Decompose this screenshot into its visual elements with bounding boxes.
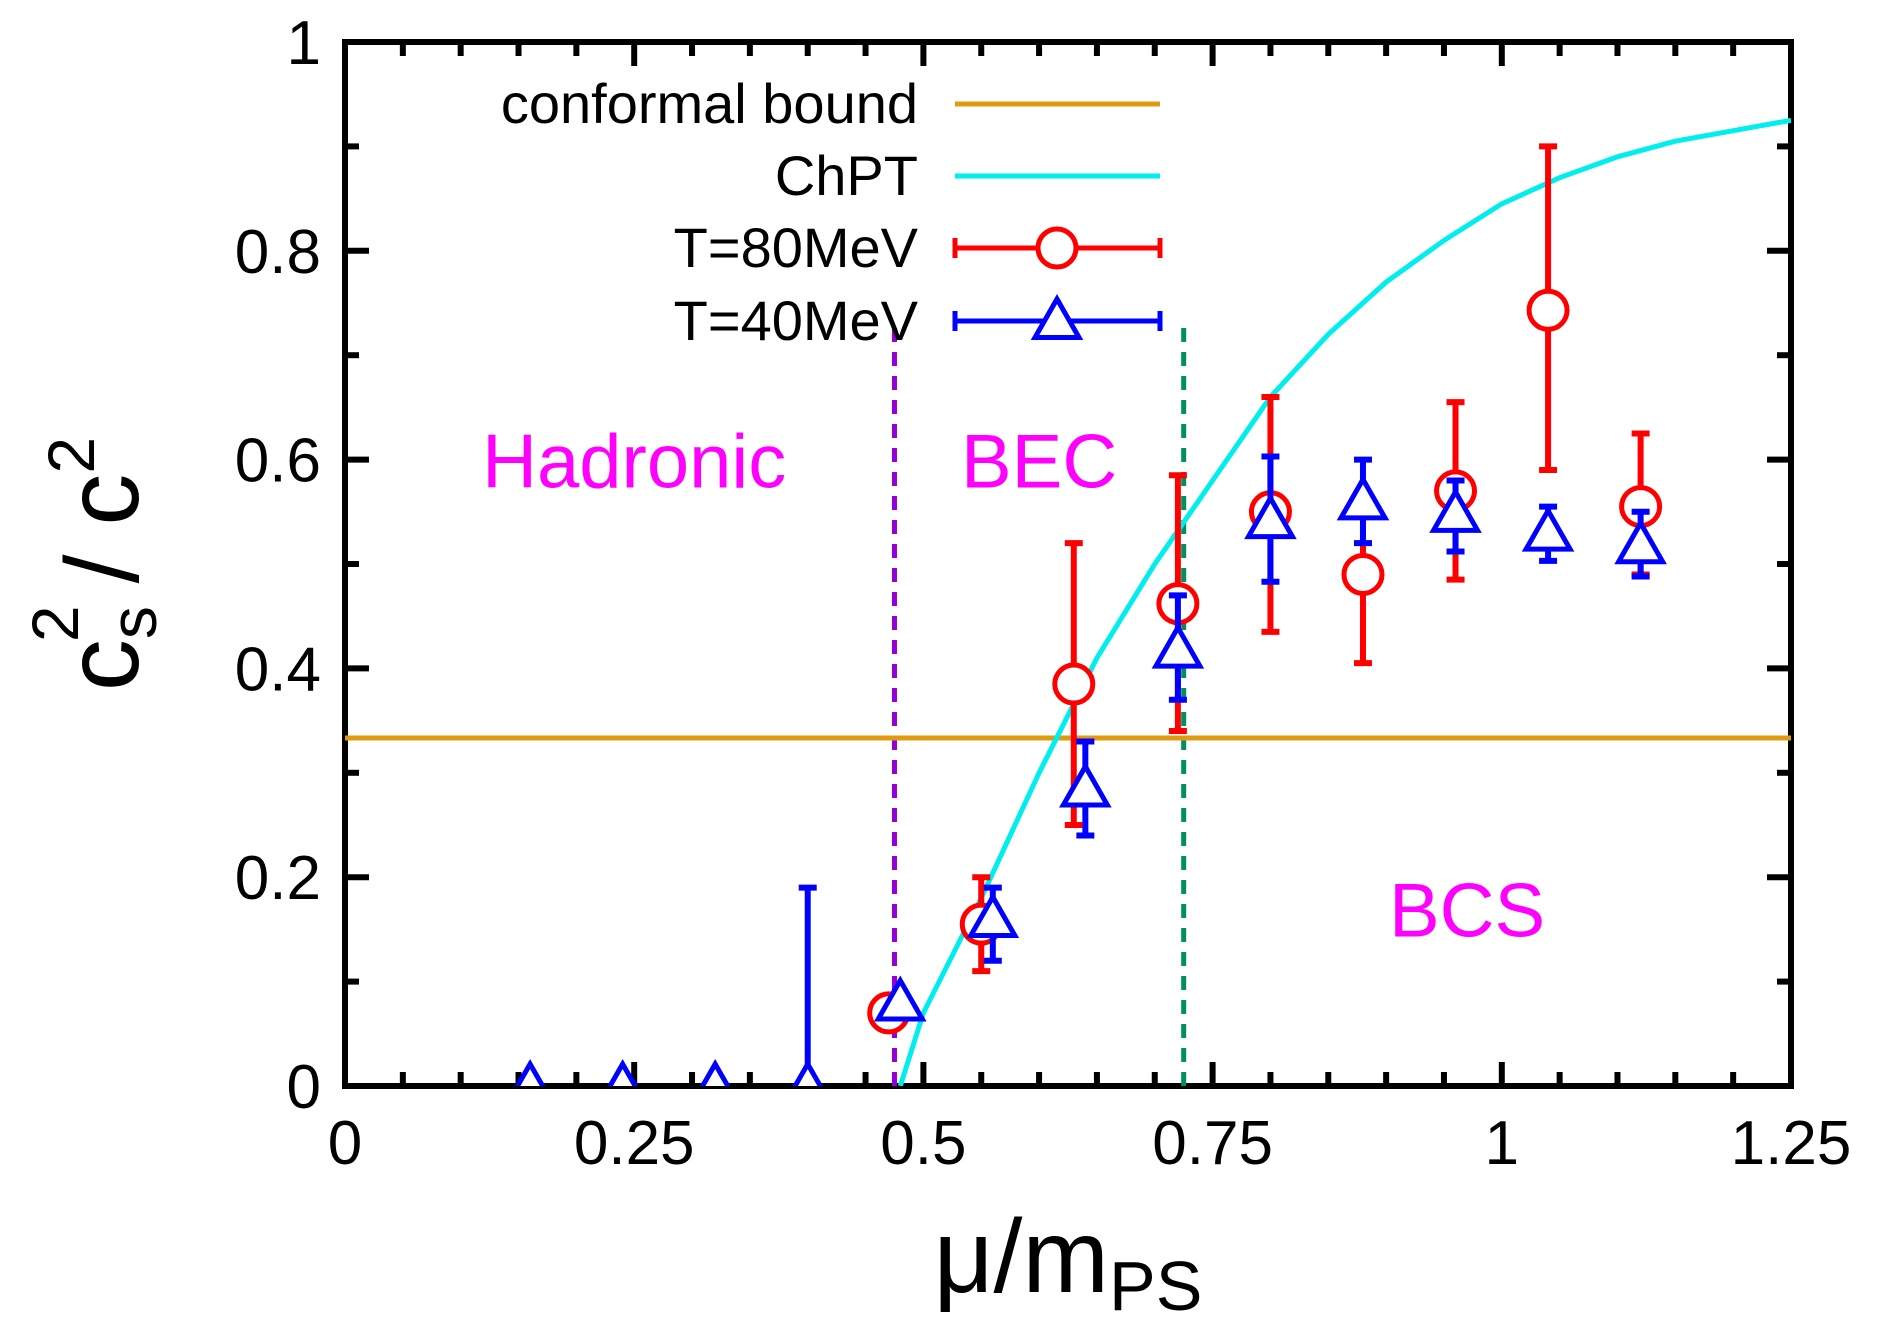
x-tick-label: 0.75 xyxy=(1152,1109,1273,1178)
x-axis-title: μ/mPS xyxy=(934,1199,1203,1325)
region-label-bec: BEC xyxy=(961,420,1117,505)
plot-frame xyxy=(342,39,1794,1089)
t40-point xyxy=(514,1058,546,1086)
y-tick-label: 0.6 xyxy=(235,427,321,496)
legend: conformal bound ChPT T=80MeV T=40MeV xyxy=(501,72,1163,352)
legend-circle-t80 xyxy=(1035,226,1079,270)
t80-point xyxy=(1526,288,1570,332)
axis-ticks xyxy=(342,39,1794,1089)
t40-point xyxy=(1244,493,1297,540)
legend-label-t80: T=80MeV xyxy=(674,216,919,279)
y-axis-title-div: / c xyxy=(45,474,161,584)
x-tick-label: 0.5 xyxy=(880,1109,966,1178)
x-tick-label: 0 xyxy=(328,1109,362,1178)
legend-triangle-t40 xyxy=(1030,293,1084,340)
t40-point xyxy=(699,1058,731,1086)
t40-point xyxy=(1059,761,1112,808)
t80-point xyxy=(1052,662,1096,706)
x-tick-labels: 0 0.25 0.5 0.75 1 1.25 xyxy=(328,1109,1852,1178)
legend-label-chpt: ChPT xyxy=(775,144,918,207)
t40-point xyxy=(1521,505,1575,552)
x-axis-title-sub: PS xyxy=(1109,1247,1202,1325)
t40-point xyxy=(1614,518,1667,565)
y-axis-title-base: c xyxy=(45,639,161,691)
t40-point xyxy=(873,975,927,1022)
region-label-bcs: BCS xyxy=(1389,869,1545,954)
t80-point xyxy=(1341,552,1385,596)
t40-point xyxy=(792,1058,824,1086)
legend-marker-t80 xyxy=(952,226,1163,270)
region-label-hadronic: Hadronic xyxy=(482,420,786,505)
y-axis-title: cs2/ c2 xyxy=(18,437,170,691)
y-tick-label: 0.4 xyxy=(235,635,321,704)
y-tick-labels: 0 0.2 0.4 0.6 0.8 1 xyxy=(235,9,321,1122)
y-axis-title-sub: s xyxy=(96,606,170,639)
x-tick-label: 1 xyxy=(1485,1109,1519,1178)
t40-point xyxy=(1429,486,1482,533)
t40-point xyxy=(1336,474,1390,521)
y-tick-label: 1 xyxy=(287,9,321,78)
t40-point xyxy=(607,1058,639,1086)
chpt-curve xyxy=(897,117,1791,1086)
y-axis-title-sup2: 2 xyxy=(34,437,108,474)
x-tick-label: 1.25 xyxy=(1731,1109,1852,1178)
y-tick-label: 0.2 xyxy=(235,844,321,913)
legend-marker-t40 xyxy=(952,293,1163,340)
region-divider-lines xyxy=(891,323,1187,1086)
y-tick-label: 0.8 xyxy=(235,218,321,287)
legend-label-t40: T=40MeV xyxy=(674,289,919,352)
y-axis-title-sup: 2 xyxy=(18,605,92,642)
series-t40 xyxy=(514,453,1667,1086)
legend-label-conformal: conformal bound xyxy=(501,72,918,135)
t40-point xyxy=(1151,622,1205,669)
x-tick-label: 0.25 xyxy=(574,1109,695,1178)
x-axis-title-main: μ/m xyxy=(934,1199,1109,1315)
y-tick-label: 0 xyxy=(287,1053,321,1122)
t40-point xyxy=(966,891,1020,938)
